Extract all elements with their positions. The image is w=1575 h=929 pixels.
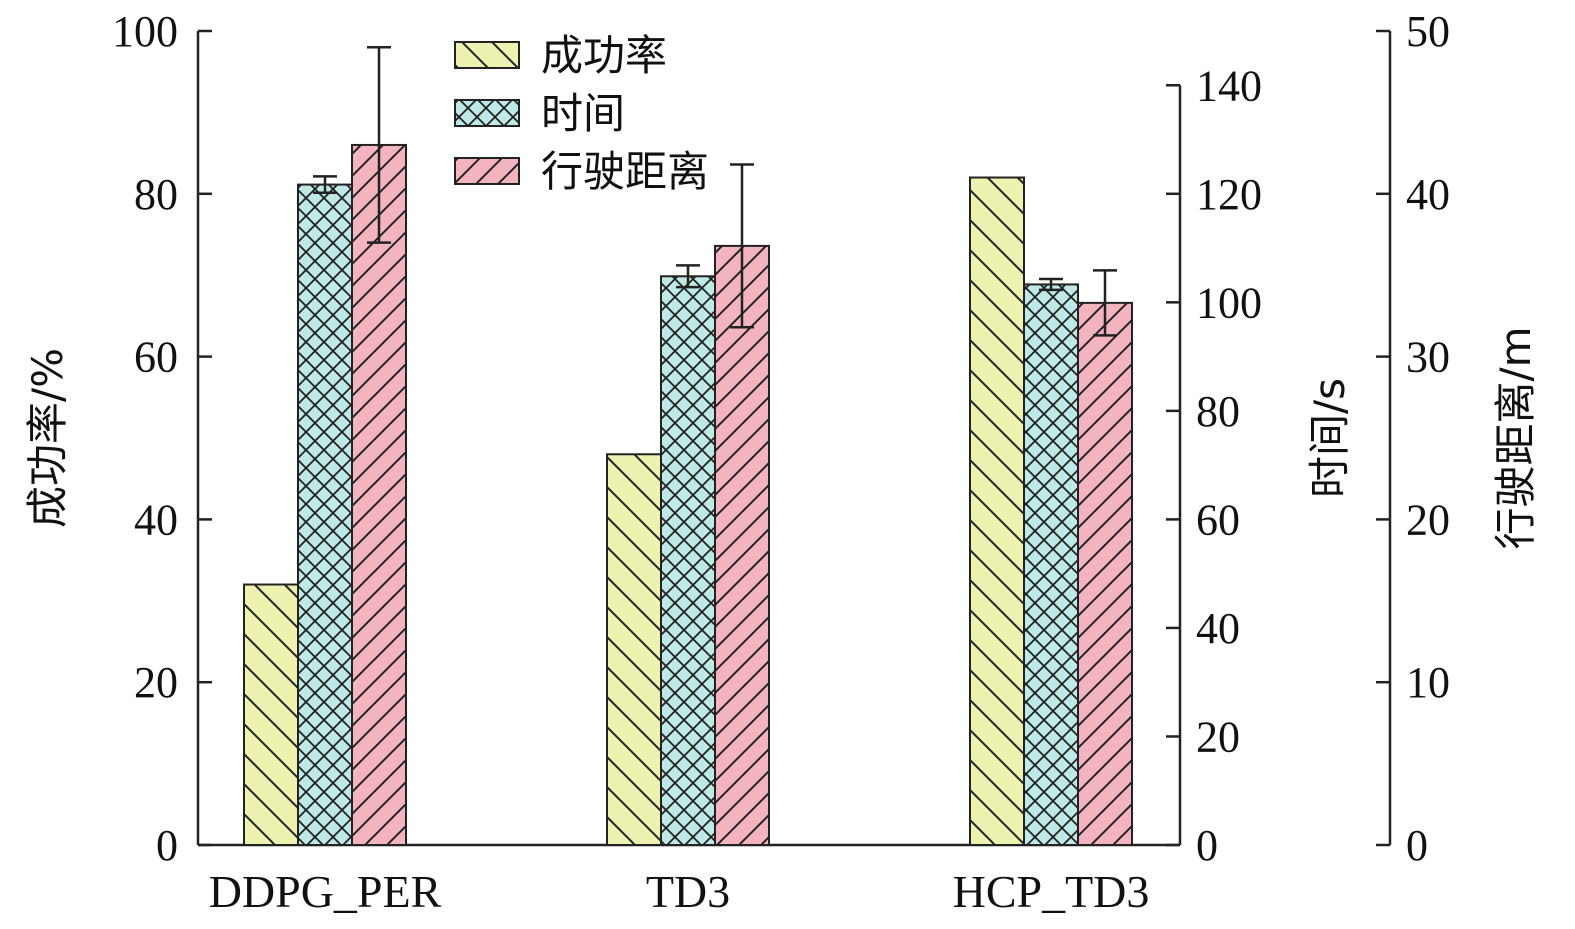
right1-axis-tick-label: 20: [1196, 712, 1240, 761]
bar-2: [1023, 283, 1079, 846]
right2-axis-tick-label: 40: [1406, 170, 1450, 219]
labels-layer: 成功率/% 时间/s 行驶距离/m DDPG_PER TD3 HCP_TD3: [23, 326, 1540, 917]
right1-axis-tick-label: 60: [1196, 495, 1240, 544]
legend-label: 行驶距离: [541, 147, 709, 196]
legend-swatch: [454, 41, 520, 69]
bar-2: [660, 275, 716, 846]
bar-2: [297, 183, 353, 847]
right1-axis-tick-label: 80: [1196, 387, 1240, 436]
bar-1: [243, 583, 299, 847]
right1-axis-tick-label: 140: [1196, 61, 1262, 110]
left-axis-tick-label: 20: [134, 658, 178, 707]
right2-axis-tick-label: 10: [1406, 658, 1450, 707]
right2-axis-tick-label: 50: [1406, 7, 1450, 56]
right2-axis-tick-label: 20: [1406, 495, 1450, 544]
bar-1: [606, 453, 662, 846]
left-axis-tick-label: 0: [156, 821, 178, 870]
bar-3: [714, 244, 770, 846]
right1-axis-title: 时间/s: [1305, 378, 1354, 498]
right2-axis-tick-label: 0: [1406, 821, 1428, 870]
right1-axis-tick-label: 40: [1196, 604, 1240, 653]
category-label: HCP_TD3: [953, 866, 1150, 917]
bar-1: [969, 176, 1025, 846]
right1-axis-tick-label: 120: [1196, 170, 1262, 219]
bars-layer: [243, 46, 1133, 847]
left-axis-title: 成功率/%: [23, 348, 72, 528]
right2-axis-tick-label: 30: [1406, 333, 1450, 382]
left-axis-tick-label: 100: [112, 7, 178, 56]
left-axis-tick-label: 40: [134, 495, 178, 544]
bar-3: [351, 143, 407, 846]
right1-axis-tick-label: 0: [1196, 821, 1218, 870]
legend-label: 时间: [541, 89, 625, 138]
axes-layer: 0 20 40 60 80 100 0 20 40 60 80 100 120 140 0 10 20 30 40 5…: [112, 7, 1450, 870]
legend-swatch: [454, 157, 520, 185]
bar-3: [1077, 301, 1133, 847]
legend-swatch: [454, 99, 520, 127]
category-label: DDPG_PER: [209, 866, 442, 917]
left-axis-tick-label: 80: [134, 170, 178, 219]
left-axis-tick-label: 60: [134, 333, 178, 382]
right1-axis-tick-label: 100: [1196, 278, 1262, 327]
right2-axis-title: 行驶距离/m: [1491, 326, 1540, 549]
category-label: TD3: [646, 866, 730, 917]
legend-label: 成功率: [541, 31, 667, 80]
